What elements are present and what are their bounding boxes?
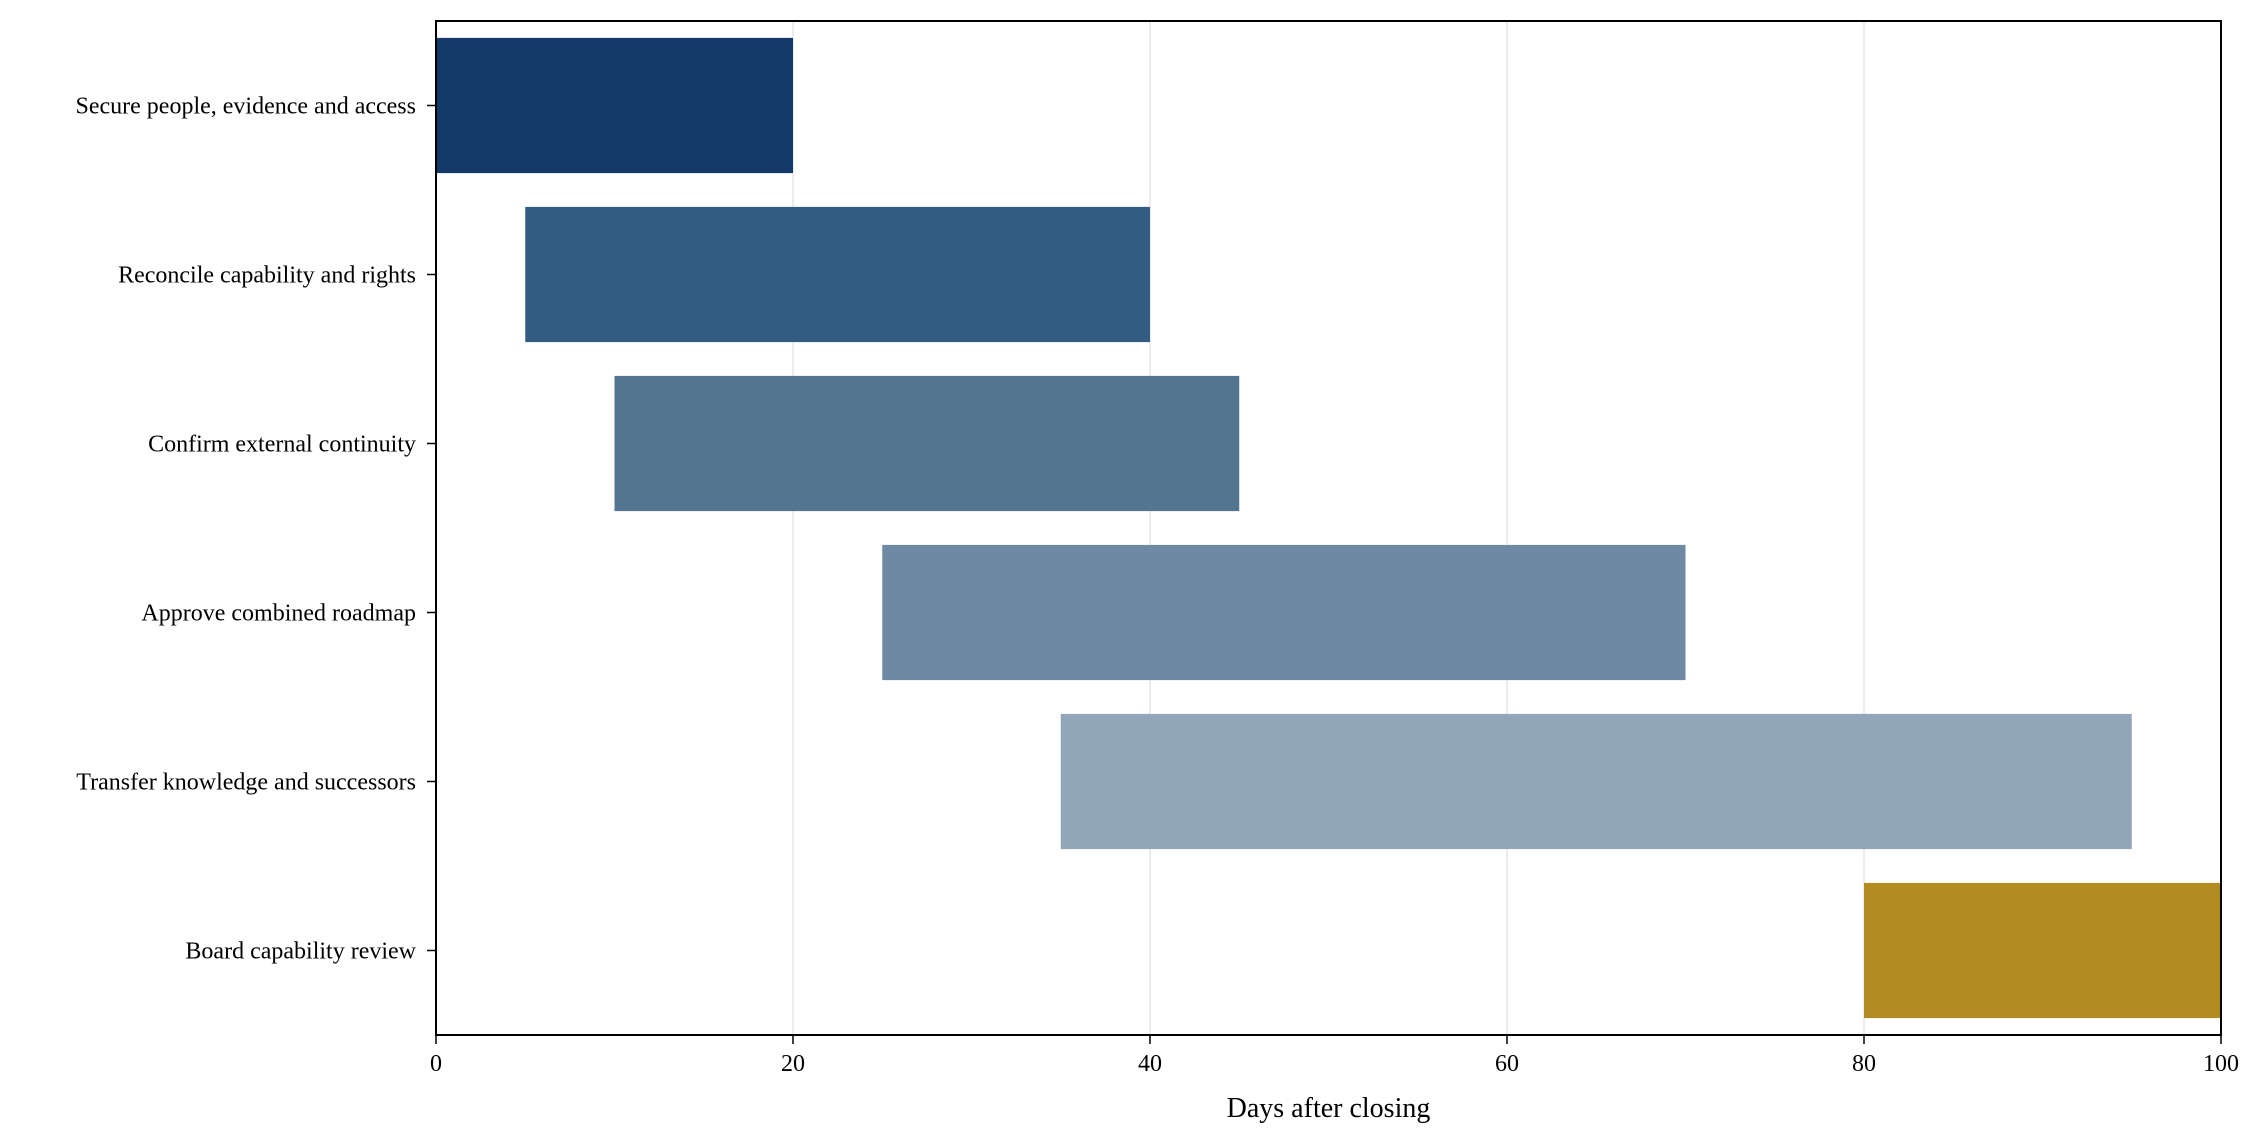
task-bar [436,37,793,174]
x-tick-label: 40 [1138,1051,1162,1077]
task-bar [525,206,1150,343]
x-axis-title: Days after closing [1227,1093,1431,1124]
y-axis-ticks: Secure people, evidence and access Reconc… [76,94,436,965]
task-bar [1060,713,2132,850]
x-axis-ticks: 0 20 40 60 80 100 [430,1035,2239,1077]
x-tick-label: 0 [430,1051,442,1077]
plot-frame [435,20,2222,1036]
task-label: Board capability review [185,939,416,965]
task-bar [882,544,1686,681]
x-tick-label: 100 [2203,1051,2239,1077]
task-bar [614,375,1240,512]
x-tick-label: 20 [781,1051,805,1077]
task-bar [1864,882,2221,1019]
task-label: Confirm external continuity [148,432,416,458]
grid-lines [792,21,1865,1035]
x-tick-label: 60 [1495,1051,1519,1077]
x-tick-label: 80 [1852,1051,1876,1077]
task-label: Approve combined roadmap [141,601,416,627]
bars [436,37,2221,1019]
task-label: Transfer knowledge and successors [76,770,416,796]
task-label: Secure people, evidence and access [76,94,417,120]
task-label: Reconcile capability and rights [118,263,416,289]
